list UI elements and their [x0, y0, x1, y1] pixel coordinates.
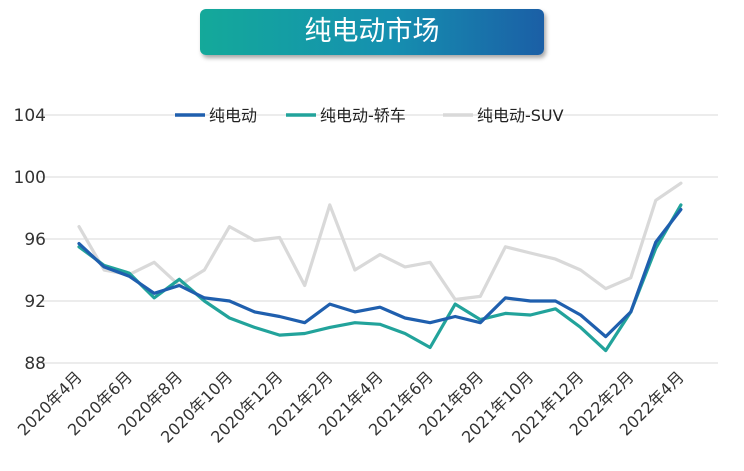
legend-label-0: 纯电动 — [209, 106, 257, 125]
y-tick-label: 96 — [24, 230, 46, 250]
legend-label-2: 纯电动-SUV — [477, 106, 564, 125]
x-axis-ticks: 2020年4月2020年6月2020年8月2020年10月2020年12月202… — [14, 367, 688, 446]
y-tick-label: 104 — [14, 106, 46, 126]
y-tick-label: 88 — [24, 354, 46, 374]
legend: 纯电动 纯电动-轿车 纯电动-SUV — [175, 106, 564, 125]
series-line-2 — [77, 181, 683, 302]
series-line-1 — [77, 203, 683, 353]
series-lines — [77, 181, 683, 353]
y-axis-ticks: 88 92 96 100 104 — [14, 106, 46, 374]
gridlines — [40, 114, 718, 364]
y-tick-label: 92 — [24, 292, 46, 312]
chart-title: 纯电动市场 — [200, 9, 544, 55]
y-tick-label: 100 — [14, 168, 46, 188]
legend-label-1: 纯电动-轿车 — [320, 106, 406, 125]
series-line-0 — [77, 207, 683, 339]
